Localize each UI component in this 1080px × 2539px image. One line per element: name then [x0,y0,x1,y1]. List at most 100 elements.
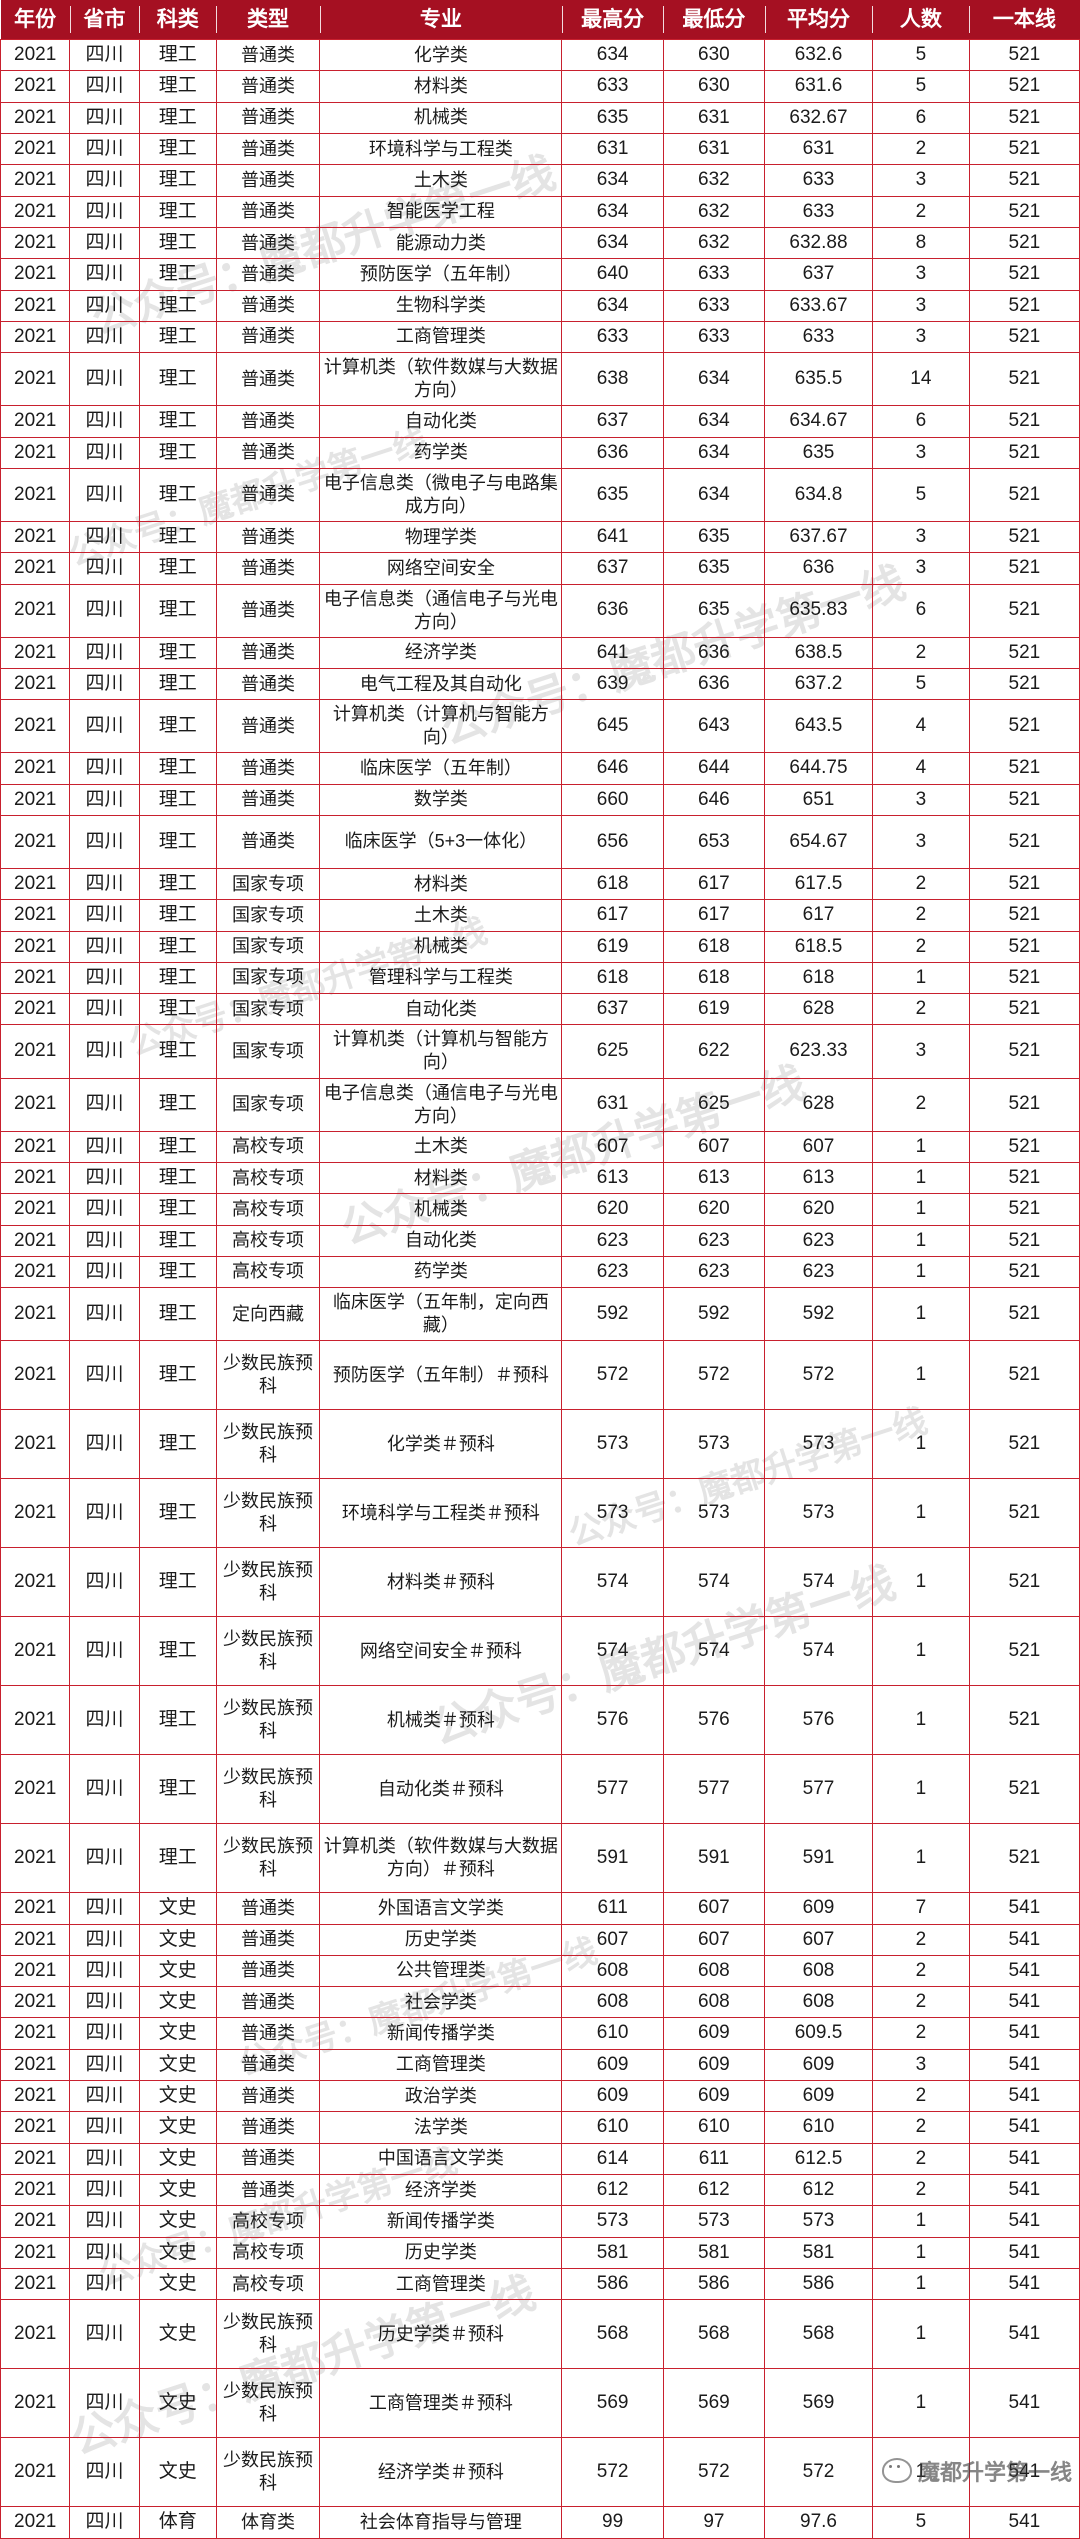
cell-avg: 637 [764,258,873,291]
cell-type: 普通类 [215,814,321,869]
cell-line: 521 [968,195,1080,228]
cell-year: 2021 [0,1409,71,1480]
cell-avg: 613 [764,1161,873,1195]
cell-province: 四川 [69,2437,140,2508]
cell-subject: 理工 [138,1077,217,1132]
cell-type: 国家专项 [215,1077,321,1132]
cell-type: 国家专项 [215,899,321,932]
cell-subject: 文史 [138,2368,217,2439]
cell-subject: 理工 [138,132,217,166]
cell-year: 2021 [0,195,71,228]
cell-type: 普通类 [215,783,321,816]
cell-min: 617 [662,867,766,901]
cell-major: 生物科学类 [319,289,563,322]
cell-type: 国家专项 [215,930,321,963]
cell-count: 4 [871,699,970,754]
cell-subject: 理工 [138,552,217,585]
cell-major: 管理科学与工程类 [319,961,563,995]
cell-count: 1 [871,2368,970,2439]
table-row: 2021 四川 理工 普通类 电子信息类（通信电子与光电方向） 636 635 635.83 6… [0,583,1080,638]
cell-major: 新闻传播学类 [319,2205,563,2238]
cell-subject: 理工 [138,38,217,72]
cell-type: 普通类 [215,2173,321,2207]
cell-subject: 理工 [138,1547,217,1618]
table-row: 2021 四川 文史 普通类 政治学类 609 609 609 2 541 [0,2080,1080,2113]
cell-count: 6 [871,583,970,638]
cell-type: 普通类 [215,520,321,554]
cell-year: 2021 [0,583,71,638]
cell-province: 四川 [69,1954,140,1988]
cell-year: 2021 [0,258,71,291]
table-row: 2021 四川 理工 国家专项 电子信息类（通信电子与光电方向） 631 625 628 2 52… [0,1077,1080,1132]
cell-min: 572 [662,1340,766,1411]
cell-count: 3 [871,2048,970,2082]
cell-max: 573 [561,2205,664,2238]
cell-province: 四川 [69,2173,140,2207]
cell-province: 四川 [69,636,140,669]
table-row: 2021 四川 理工 普通类 预防医学（五年制） 640 633 637 3 521 [0,258,1080,291]
cell-min: 633 [662,289,766,322]
cell-max: 660 [561,783,664,816]
cell-avg: 635.83 [764,583,873,638]
cell-major: 网络空间安全＃预科 [319,1616,563,1687]
cell-max: 611 [561,1892,664,1925]
cell-year: 2021 [0,289,71,322]
cell-min: 613 [662,1161,766,1195]
cell-min: 592 [662,1287,766,1342]
cell-line: 521 [968,1024,1080,1079]
cell-year: 2021 [0,1024,71,1079]
cell-avg: 607 [764,1130,873,1163]
cell-avg: 574 [764,1547,873,1618]
cell-province: 四川 [69,132,140,166]
cell-line: 521 [968,1130,1080,1163]
cell-avg: 620 [764,1193,873,1226]
cell-province: 四川 [69,1130,140,1163]
cell-year: 2021 [0,752,71,785]
cell-line: 541 [968,2017,1080,2050]
cell-min: 609 [662,2048,766,2082]
cell-province: 四川 [69,1193,140,1226]
cell-major: 网络空间安全 [319,552,563,585]
cell-subject: 文史 [138,2080,217,2113]
cell-count: 1 [871,961,970,995]
cell-count: 2 [871,195,970,228]
cell-min: 607 [662,1892,766,1925]
cell-year: 2021 [0,320,71,354]
column-header-type: 类型 [216,0,320,40]
cell-line: 521 [968,1685,1080,1756]
cell-province: 四川 [69,352,140,407]
cell-major: 数学类 [319,783,563,816]
cell-min: 591 [662,1823,766,1894]
cell-subject: 文史 [138,1954,217,1988]
cell-province: 四川 [69,1616,140,1687]
cell-province: 四川 [69,899,140,932]
cell-line: 541 [968,2368,1080,2439]
cell-province: 四川 [69,930,140,963]
cell-avg: 631 [764,132,873,166]
cell-min: 610 [662,2111,766,2144]
cell-line: 521 [968,993,1080,1026]
cell-subject: 文史 [138,2437,217,2508]
cell-avg: 568 [764,2299,873,2370]
cell-year: 2021 [0,2048,71,2082]
cell-line: 521 [968,70,1080,103]
cell-subject: 理工 [138,867,217,901]
cell-min: 577 [662,1754,766,1825]
cell-count: 1 [871,1823,970,1894]
cell-year: 2021 [0,70,71,103]
cell-province: 四川 [69,70,140,103]
cell-year: 2021 [0,1754,71,1825]
cell-type: 普通类 [215,636,321,669]
cell-count: 2 [871,132,970,166]
cell-max: 633 [561,70,664,103]
table-row: 2021 四川 文史 普通类 社会学类 608 608 608 2 541 [0,1986,1080,2019]
cell-major: 外国语言文学类 [319,1892,563,1925]
table-row: 2021 四川 理工 普通类 能源动力类 634 632 632.88 8 521 [0,226,1080,260]
cell-year: 2021 [0,1923,71,1956]
cell-subject: 理工 [138,101,217,134]
cell-max: 618 [561,961,664,995]
cell-province: 四川 [69,1340,140,1411]
cell-min: 574 [662,1547,766,1618]
cell-subject: 文史 [138,2017,217,2050]
